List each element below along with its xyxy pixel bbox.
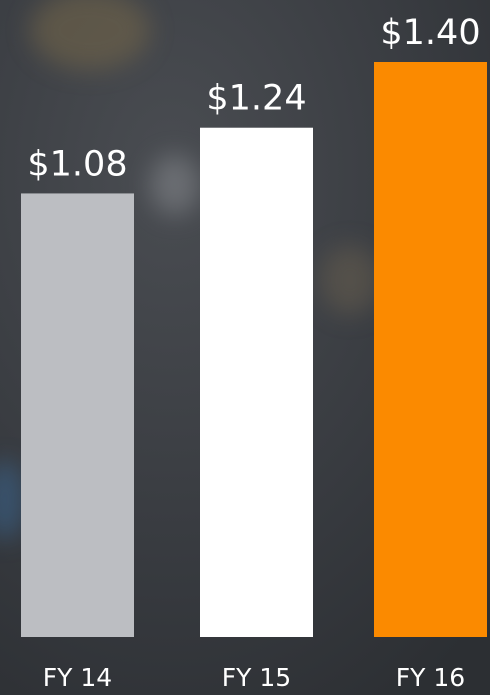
x-tick-label: FY 15 (222, 663, 291, 692)
background-blur (0, 0, 380, 540)
bar (21, 193, 134, 637)
x-tick-label: FY 14 (43, 663, 112, 692)
bar (200, 127, 313, 637)
bar (374, 62, 487, 637)
value-label: $1.40 (380, 13, 480, 53)
value-label: $1.24 (206, 79, 306, 119)
value-label: $1.08 (27, 144, 127, 184)
x-tick-label: FY 16 (396, 663, 465, 692)
